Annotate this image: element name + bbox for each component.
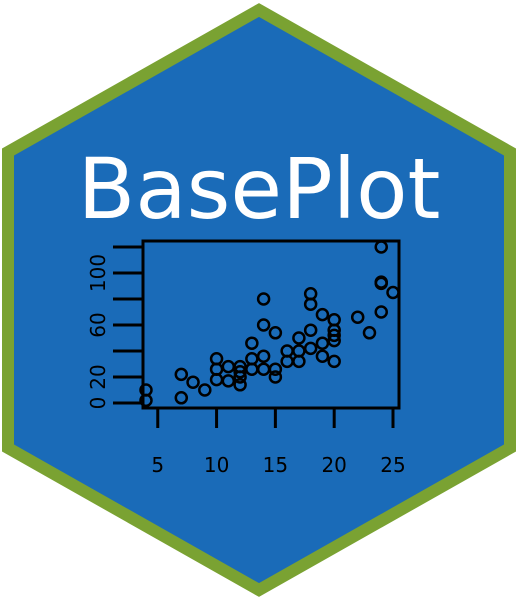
data-point: [374, 275, 388, 289]
data-point: [245, 336, 259, 350]
data-point: [386, 285, 400, 300]
data-point: [315, 307, 330, 322]
data-point: [327, 313, 341, 327]
y-tick-label: 20: [86, 364, 110, 389]
x-tick-label: 25: [380, 453, 405, 477]
x-tick-label: 5: [151, 453, 164, 477]
data-point: [256, 349, 271, 363]
data-point: [186, 375, 200, 389]
y-tick-label: 60: [86, 312, 110, 337]
data-point: [233, 365, 247, 379]
data-point: [221, 374, 236, 388]
data-point: [362, 326, 377, 340]
data-point: [350, 310, 365, 324]
data-point: [315, 336, 330, 350]
data-point: [198, 383, 212, 397]
x-tick-label: 15: [263, 453, 288, 477]
data-point: [268, 326, 283, 340]
data-point: [303, 323, 318, 337]
data-point: [327, 328, 341, 343]
data-point: [245, 352, 259, 366]
data-point: [303, 341, 318, 356]
data-point: [374, 240, 388, 254]
scatter-plot: 5 10 15 20 25 0 20 60 100: [86, 239, 406, 477]
data-point: [292, 331, 306, 345]
data-point: [256, 292, 271, 306]
data-point: [174, 367, 189, 382]
data-point: [256, 318, 271, 332]
data-point: [174, 391, 189, 405]
data-point: [268, 362, 283, 376]
x-tick-label: 20: [321, 453, 346, 477]
data-point: [209, 352, 224, 366]
data-point: [233, 359, 247, 374]
data-point: [374, 305, 388, 319]
x-tick-label: 10: [204, 453, 229, 477]
data-point: [292, 344, 306, 358]
data-point: [268, 370, 283, 384]
data-point: [233, 378, 247, 392]
data-point: [139, 383, 153, 397]
y-tick-label: 100: [86, 254, 110, 292]
y-tick-label: 0: [86, 397, 110, 410]
logo-title: BasePlot: [78, 140, 441, 238]
data-point: [303, 287, 318, 301]
data-point: [315, 349, 330, 363]
data-point: [327, 354, 341, 369]
